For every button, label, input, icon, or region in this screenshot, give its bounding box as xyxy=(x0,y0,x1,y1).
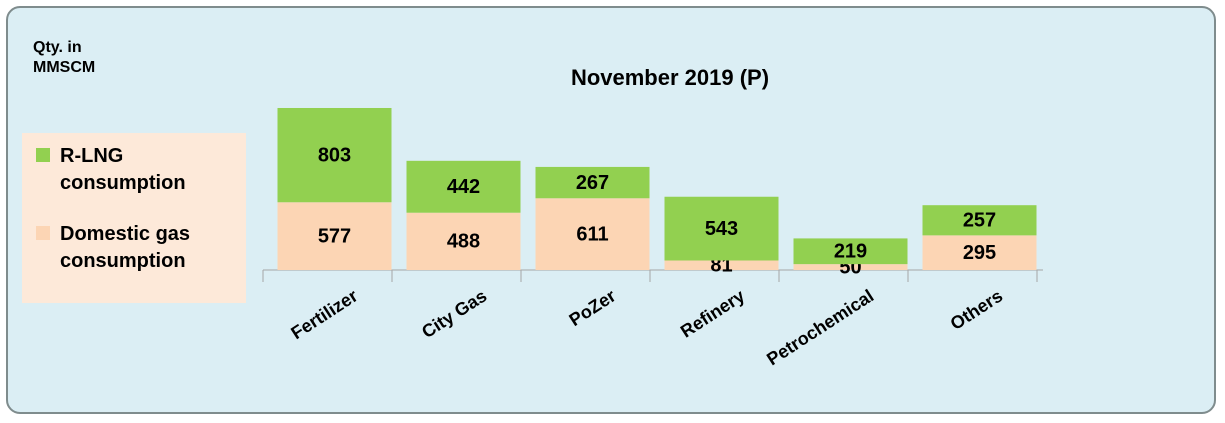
chart-title: November 2019 (P) xyxy=(571,65,769,90)
data-label: 219 xyxy=(834,241,867,263)
bar-segment xyxy=(664,196,779,261)
bar-segment xyxy=(535,166,650,199)
bar-segment xyxy=(277,202,392,270)
data-label: 442 xyxy=(447,176,480,198)
x-tick-label: City Gas xyxy=(418,286,490,343)
bar-segment xyxy=(793,264,908,270)
data-label: 267 xyxy=(576,172,609,194)
legend-label: Domestic gas consumption xyxy=(60,223,191,272)
legend-swatch xyxy=(36,226,50,240)
bar-segment xyxy=(535,198,650,270)
data-label: 257 xyxy=(963,210,996,232)
bar-segment xyxy=(922,235,1037,270)
bar-segment xyxy=(406,212,521,270)
data-label: 543 xyxy=(705,218,738,240)
legend-item: Domestic gas consumption xyxy=(36,221,236,275)
legend-swatch xyxy=(36,148,50,162)
data-label: 611 xyxy=(576,223,608,245)
bar-segment xyxy=(922,205,1037,236)
bar-segment xyxy=(406,160,521,213)
x-tick-label: Others xyxy=(947,286,1007,334)
x-tick-label: PoZer xyxy=(566,286,620,331)
bar-segment xyxy=(793,238,908,265)
data-label: 488 xyxy=(447,231,480,253)
unit-label: Qty. in MMSCM xyxy=(33,39,96,76)
data-label: 295 xyxy=(963,242,996,264)
data-label: 803 xyxy=(318,144,351,166)
legend-item: R-LNG consumption xyxy=(36,143,236,197)
legend-label: R-LNG consumption xyxy=(60,145,186,194)
x-tick-label: Petrochemical xyxy=(763,286,877,370)
bar-segment xyxy=(277,107,392,203)
x-tick-label: Refinery xyxy=(677,286,748,342)
data-label: 577 xyxy=(318,225,351,247)
x-tick-label: Fertilizer xyxy=(287,286,361,344)
bar-segment xyxy=(664,260,779,270)
legend: R-LNG consumption Domestic gas consumptio… xyxy=(22,133,246,303)
